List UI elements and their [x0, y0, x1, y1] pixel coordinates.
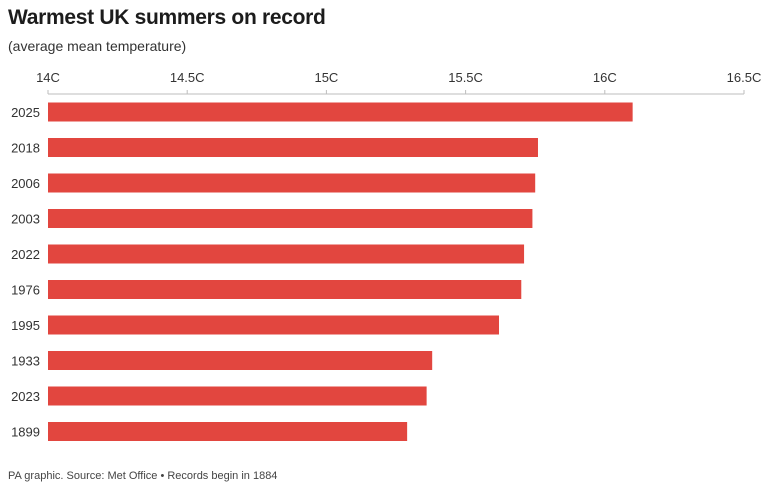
bar — [48, 351, 433, 370]
category-label: 2018 — [11, 141, 40, 156]
bar — [48, 209, 533, 228]
x-tick-label: 14C — [36, 70, 60, 85]
chart-subtitle: (average mean temperature) — [8, 38, 187, 54]
bar — [48, 102, 633, 122]
category-label: 1976 — [11, 283, 40, 298]
category-label: 2022 — [11, 247, 40, 262]
category-label: 1933 — [11, 354, 40, 369]
category-label: 1899 — [11, 425, 40, 440]
category-label: 2023 — [11, 389, 40, 404]
bar — [48, 386, 427, 406]
bar — [48, 280, 522, 299]
x-tick-label: 16.5C — [727, 70, 762, 85]
category-label: 1995 — [11, 318, 40, 333]
bar — [48, 173, 536, 193]
chart-title: Warmest UK summers on record — [8, 6, 326, 29]
category-label: 2025 — [11, 105, 40, 120]
category-label: 2006 — [11, 176, 40, 191]
bar — [48, 315, 500, 335]
x-tick-label: 15C — [314, 70, 338, 85]
category-label: 2003 — [11, 212, 40, 227]
source-footer: PA graphic. Source: Met Office • Records… — [8, 470, 278, 482]
bar — [48, 138, 538, 157]
x-tick-label: 16C — [593, 70, 617, 85]
bar — [48, 244, 525, 264]
bar — [48, 422, 408, 441]
x-tick-label: 14.5C — [170, 70, 205, 85]
x-tick-label: 15.5C — [448, 70, 483, 85]
